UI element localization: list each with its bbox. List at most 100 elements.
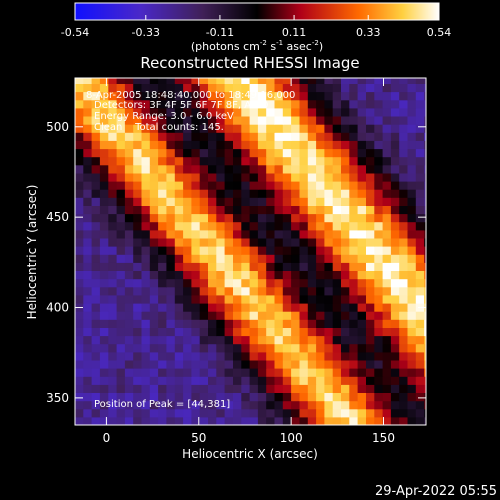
heatmap-cell — [124, 311, 134, 320]
heatmap-cell — [257, 83, 267, 93]
heatmap-cell — [332, 124, 342, 133]
heatmap-cell — [341, 164, 350, 174]
heatmap-cell — [99, 278, 109, 288]
heatmap-cell — [374, 172, 384, 182]
heatmap-cell — [208, 368, 217, 377]
heatmap-cell — [266, 376, 276, 385]
heatmap-cell — [216, 205, 226, 215]
heatmap-cell — [415, 107, 425, 117]
heatmap-cell — [349, 107, 359, 117]
heatmap-cell — [216, 107, 226, 117]
heatmap-cell — [266, 205, 276, 215]
heatmap-cell — [108, 311, 118, 320]
heatmap-cell — [199, 343, 209, 353]
heatmap-cell — [374, 351, 384, 361]
heatmap-cell — [141, 327, 151, 337]
heatmap-cell — [224, 254, 234, 263]
heatmap-cell — [257, 368, 267, 377]
heatmap-cell — [83, 140, 93, 150]
y-tick-label: 450 — [46, 210, 69, 224]
heatmap-cell — [249, 392, 259, 402]
heatmap-cell — [166, 124, 176, 133]
heatmap-cell — [257, 132, 267, 141]
heatmap-cell — [241, 343, 251, 353]
heatmap-cell — [390, 400, 400, 410]
heatmap-cell — [75, 221, 84, 231]
heatmap-cell — [116, 91, 126, 101]
heatmap-cell — [382, 294, 392, 304]
heatmap-cell — [149, 213, 159, 223]
heatmap-cell — [108, 359, 118, 369]
heatmap-cell — [174, 78, 184, 84]
heatmap-cell — [341, 107, 350, 117]
heatmap-cell — [124, 359, 134, 369]
heatmap-cell — [382, 319, 392, 328]
heatmap-cell — [415, 376, 425, 385]
heatmap-cell — [357, 140, 367, 150]
heatmap-cell — [249, 246, 259, 255]
heatmap-cell — [424, 124, 426, 133]
heatmap-cell — [158, 400, 167, 410]
heatmap-cell — [75, 189, 84, 198]
heatmap-cell — [399, 172, 409, 182]
heatmap-cell — [399, 148, 409, 158]
heatmap-cell — [299, 278, 309, 288]
heatmap-cell — [141, 270, 151, 280]
heatmap-cell — [399, 229, 409, 239]
heatmap-cell — [274, 148, 284, 158]
heatmap-cell — [191, 303, 201, 312]
heatmap-cell — [75, 107, 84, 117]
heatmap-cell — [216, 83, 226, 93]
heatmap-cell — [374, 368, 384, 377]
heatmap-cell — [407, 172, 417, 182]
heatmap-cell — [91, 278, 101, 288]
heatmap-cell — [174, 392, 184, 402]
heatmap-cell — [424, 181, 426, 190]
heatmap-cell — [291, 99, 300, 109]
heatmap-cell — [233, 368, 242, 377]
heatmap-cell — [382, 221, 392, 231]
heatmap-cell — [291, 116, 300, 125]
heatmap-cell — [183, 319, 192, 328]
heatmap-cell — [208, 164, 217, 174]
heatmap-cell — [257, 116, 267, 125]
heatmap-cell — [307, 278, 317, 288]
heatmap-cell — [266, 408, 276, 418]
heatmap-cell — [174, 368, 184, 377]
heatmap-cell — [299, 335, 309, 345]
heatmap-cell — [133, 164, 143, 174]
heatmap-cell — [191, 416, 201, 425]
heatmap-cell — [307, 376, 317, 385]
heatmap-cell — [257, 376, 267, 385]
heatmap-cell — [341, 262, 350, 271]
heatmap-cell — [249, 376, 259, 385]
heatmap-cell — [332, 172, 342, 182]
heatmap-cell — [83, 351, 93, 361]
heatmap-cell — [149, 237, 159, 247]
heatmap-cell — [208, 107, 217, 117]
heatmap-cell — [357, 400, 367, 410]
heatmap-cell — [382, 172, 392, 182]
heatmap-cell — [407, 246, 417, 255]
heatmap-cell — [183, 124, 192, 133]
heatmap-cell — [324, 368, 334, 377]
heatmap-cell — [366, 205, 375, 215]
heatmap-cell — [141, 221, 151, 231]
heatmap-cell — [199, 132, 209, 141]
heatmap-cell — [158, 294, 167, 304]
heatmap-cell — [183, 164, 192, 174]
heatmap-cell — [166, 343, 176, 353]
heatmap-cell — [208, 359, 217, 369]
heatmap-cell — [390, 164, 400, 174]
heatmap-cell — [183, 408, 192, 418]
heatmap-cell — [324, 246, 334, 255]
heatmap-cell — [257, 156, 267, 166]
heatmap-cell — [382, 254, 392, 263]
heatmap-cell — [191, 156, 201, 166]
heatmap-cell — [382, 205, 392, 215]
heatmap-cell — [124, 83, 134, 93]
heatmap-cell — [108, 286, 118, 296]
heatmap-cell — [366, 91, 375, 101]
heatmap-cell — [241, 303, 251, 312]
heatmap-cell — [316, 140, 325, 150]
